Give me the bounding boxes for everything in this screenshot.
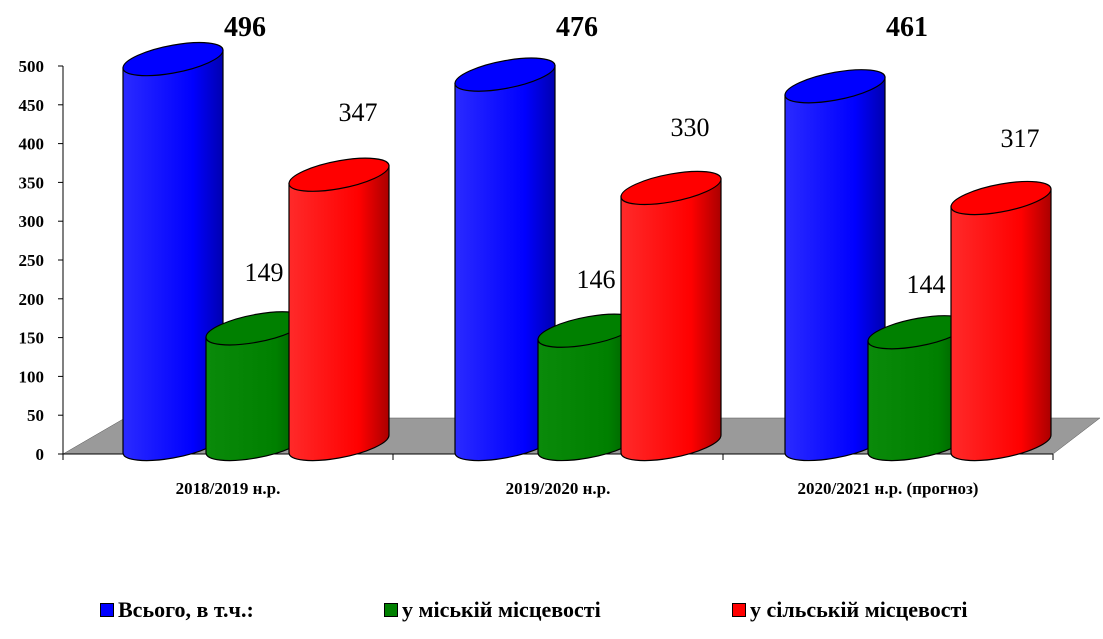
legend-swatch-total (100, 603, 114, 617)
y-tick-label: 400 (19, 135, 45, 154)
y-tick-label: 350 (19, 173, 45, 192)
y-tick-label: 0 (36, 445, 45, 464)
bar-chart: 0 50 100 150 200 250 300 350 400 450 500 2018/2019… (19, 12, 1101, 498)
data-label-urban: 149 (245, 258, 284, 287)
bar-total (122, 41, 224, 462)
data-label-total: 476 (556, 12, 598, 43)
data-label-urban: 146 (577, 265, 616, 294)
x-tick-label: 2020/2021 н.р. (прогноз) (798, 479, 979, 498)
data-label-rural: 347 (339, 98, 378, 127)
legend-label-total: Всього, в т.ч.: (118, 597, 254, 622)
y-tick-label: 200 (19, 290, 45, 309)
bar-rural (950, 180, 1052, 462)
legend-swatch-rural (732, 603, 746, 617)
y-tick-label: 150 (19, 329, 45, 348)
y-tick-label: 100 (19, 367, 45, 386)
bar-rural (288, 157, 390, 462)
data-label-total: 461 (886, 12, 928, 43)
legend-swatch-urban (384, 603, 398, 617)
legend-item-total: Всього, в т.ч.: (100, 597, 254, 623)
data-label-urban: 144 (907, 270, 946, 299)
data-label-rural: 330 (671, 113, 710, 142)
legend-item-urban: у міській місцевості (384, 597, 601, 623)
y-tick-label: 300 (19, 212, 45, 231)
data-label-rural: 317 (1001, 124, 1040, 153)
y-tick-label: 450 (19, 96, 45, 115)
legend-label-urban: у міській місцевості (402, 597, 601, 622)
y-tick-label: 500 (19, 57, 45, 76)
x-tick-label: 2019/2020 н.р. (506, 479, 611, 498)
legend-item-rural: у сільській місцевості (732, 597, 967, 623)
data-label-total: 496 (224, 12, 266, 43)
legend-label-rural: у сільській місцевості (750, 597, 968, 622)
y-tick-label: 250 (19, 251, 45, 270)
y-tick-label: 50 (27, 406, 44, 425)
x-tick-label: 2018/2019 н.р. (176, 479, 281, 498)
legend: Всього, в т.ч.: у міській місцевості у с… (0, 597, 1103, 627)
bar-rural (620, 170, 722, 462)
bar-urban (537, 313, 639, 462)
